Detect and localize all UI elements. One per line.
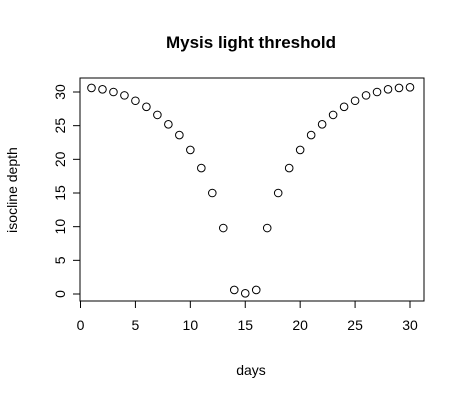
data-point [131,96,140,106]
data-point [218,223,228,233]
y-tick-label: 30 [52,84,68,100]
y-tick-label: 0 [52,290,68,298]
x-tick-label: 20 [292,317,308,333]
data-point [186,145,195,155]
x-tick-label: 25 [347,317,363,333]
data-point [295,145,305,155]
y-tick-label: 20 [52,151,68,167]
data-point [383,85,393,94]
data-point [262,223,272,233]
data-point [372,87,382,97]
x-axis-label: days [236,362,266,378]
y-tick-label: 15 [52,185,68,201]
data-point [306,130,316,140]
data-point [164,120,173,129]
data-point [109,87,118,97]
data-point [273,188,283,198]
data-point [405,82,415,92]
data-point [98,85,107,94]
data-point [142,102,151,112]
data-point [317,120,327,129]
data-point [229,285,239,295]
x-tick-label: 30 [402,317,418,333]
data-point [208,188,217,198]
y-tick-label: 5 [52,256,68,264]
data-point [251,285,261,295]
y-axis-label: isocline depth [4,147,20,233]
data-points [87,82,415,298]
x-tick-label: 0 [77,317,85,333]
data-point [284,163,294,173]
x-tick-label: 5 [132,317,140,333]
data-point [394,83,404,93]
data-point [328,110,338,120]
plot-frame [79,77,425,302]
y-tick-label: 10 [52,219,68,235]
data-point [240,289,250,298]
data-point [87,83,96,93]
data-point [175,130,184,140]
data-point [197,163,206,173]
data-point [153,110,162,120]
y-axis: 0 5 10 15 20 25 30 [52,84,81,298]
data-point [339,102,349,112]
data-point [361,91,371,100]
x-axis: 0 5 10 15 20 25 30 [77,300,418,333]
x-tick-label: 10 [183,317,199,333]
chart-title: Mysis light threshold [166,33,336,52]
data-point [350,96,360,106]
y-tick-label: 25 [52,118,68,134]
data-point [120,91,129,100]
x-tick-label: 15 [237,317,253,333]
